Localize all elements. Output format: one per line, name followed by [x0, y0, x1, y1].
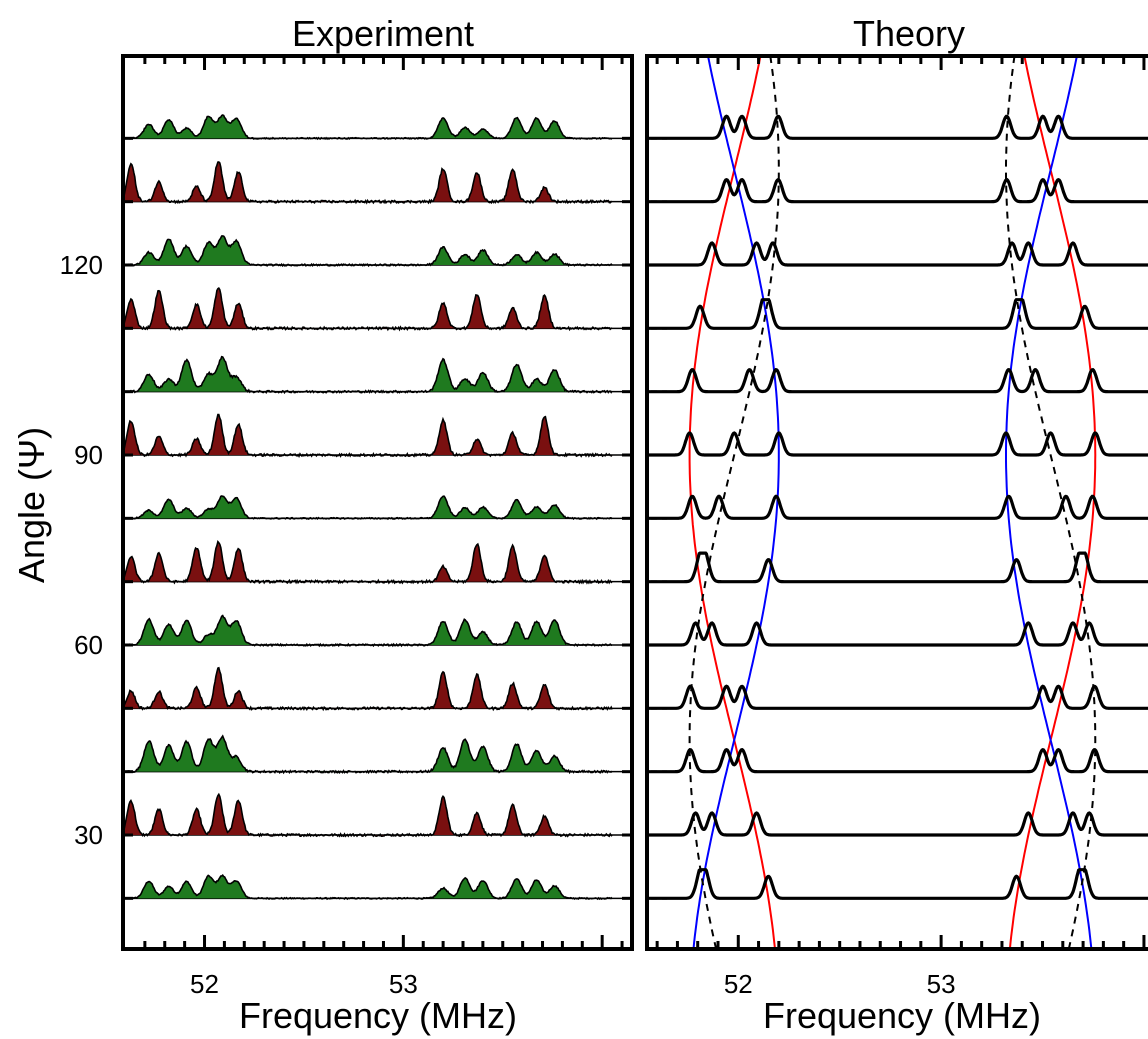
theory-panel: Theory 52 53 Frequency (MHz) [645, 13, 1148, 1036]
theory-x-axis-label: Frequency (MHz) [763, 995, 1041, 1036]
theory-trace [647, 747, 1148, 774]
trace-fill [123, 288, 613, 330]
theory-trace [647, 684, 1148, 710]
experiment-trace [122, 734, 632, 775]
theory-branch-dashed [1005, 55, 1097, 950]
x-tick-label: 53 [389, 969, 418, 999]
trace-outline [122, 355, 613, 395]
trace-fill [123, 667, 613, 710]
trace-fill [123, 115, 613, 139]
trace-fill [123, 356, 613, 393]
y-tick-label: 120 [60, 250, 103, 280]
trace-fill [123, 615, 613, 646]
theory-x-tick-labels: 52 53 [724, 969, 956, 999]
trace-outline [122, 666, 613, 712]
theory-trace [647, 551, 1148, 584]
experiment-trace [122, 614, 632, 648]
experiment-x-axis-label: Frequency (MHz) [239, 995, 517, 1036]
y-tick-label: 90 [74, 440, 103, 470]
trace-outline [122, 413, 613, 458]
theory-plot-frame [645, 54, 1148, 951]
x-tick-label: 53 [927, 969, 956, 999]
theory-branch-red [688, 55, 776, 950]
experiment-trace [122, 355, 632, 395]
trace-outline [122, 734, 613, 775]
experiment-y-tick-labels: 30 60 90 120 [60, 250, 103, 850]
x-tick-label: 52 [724, 969, 753, 999]
theory-trace [647, 114, 1148, 140]
experiment-traces [122, 114, 632, 901]
theory-trace [647, 241, 1148, 267]
theory-trace [647, 367, 1148, 394]
trace-outline [122, 614, 613, 648]
experiment-trace [122, 874, 632, 901]
theory-trace [647, 621, 1148, 647]
theory-trace [647, 494, 1148, 520]
theory-branch-red [1008, 55, 1097, 950]
trace-outline [122, 114, 613, 141]
experiment-plot-frame [121, 54, 634, 951]
trace-fill [123, 541, 613, 583]
y-tick-label: 30 [74, 820, 103, 850]
y-axis-label: Angle (Ψ) [11, 427, 52, 583]
theory-branch-blue [692, 55, 780, 950]
theory-trace [647, 431, 1148, 457]
trace-outline [122, 235, 613, 268]
trace-outline [122, 540, 613, 585]
trace-fill [123, 414, 613, 457]
x-tick-label: 52 [190, 969, 219, 999]
theory-title: Theory [853, 13, 965, 54]
experiment-trace [122, 495, 632, 521]
experiment-trace [122, 540, 632, 585]
trace-fill [123, 736, 613, 773]
experiment-x-tick-labels: 52 53 [190, 969, 418, 999]
theory-trace [647, 868, 1148, 900]
y-tick-label: 60 [74, 630, 103, 660]
theory-branches [688, 55, 1097, 950]
experiment-trace [122, 792, 632, 838]
theory-trace [647, 177, 1148, 204]
experiment-panel: Experiment 52 53 30 60 90 120 Frequency (MHz… [11, 13, 634, 1036]
theory-trace [647, 811, 1148, 837]
trace-fill [123, 794, 613, 837]
trace-fill [123, 162, 613, 203]
trace-outline [122, 161, 613, 205]
trace-outline [122, 874, 613, 901]
trace-fill [123, 235, 613, 266]
theory-traces [647, 114, 1148, 900]
trace-outline [122, 495, 613, 521]
experiment-trace [122, 161, 632, 205]
experiment-trace [122, 114, 632, 141]
experiment-trace [122, 666, 632, 712]
theory-x-ticks [655, 56, 1146, 949]
experiment-trace [122, 235, 632, 268]
experiment-title: Experiment [292, 13, 474, 54]
experiment-trace [122, 413, 632, 458]
experiment-trace [122, 286, 632, 332]
theory-branch-blue [1005, 55, 1093, 950]
trace-outline [122, 286, 613, 332]
trace-outline [122, 792, 613, 838]
theory-trace [647, 298, 1148, 330]
theory-branch-dashed [688, 55, 780, 950]
